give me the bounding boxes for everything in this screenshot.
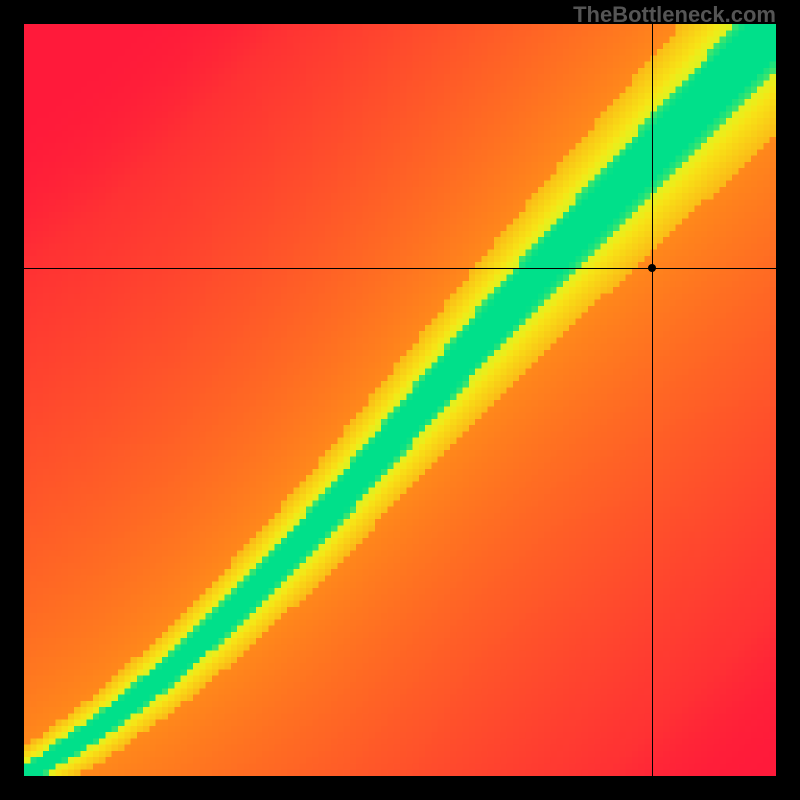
crosshair-horizontal: [24, 268, 776, 269]
crosshair-vertical: [652, 24, 653, 776]
chart-container: TheBottleneck.com: [0, 0, 800, 800]
bottleneck-heatmap: [24, 24, 776, 776]
crosshair-marker-dot: [648, 264, 656, 272]
watermark-text: TheBottleneck.com: [573, 2, 776, 28]
